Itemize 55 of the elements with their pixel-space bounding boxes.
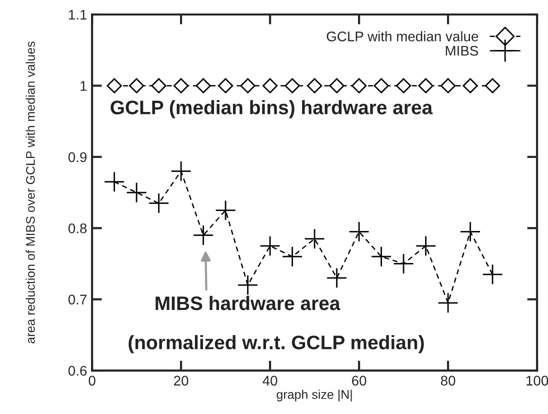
y-tick-label: 1	[80, 81, 87, 91]
point	[192, 224, 214, 246]
point	[104, 171, 125, 192]
x-tick-label: 40	[262, 376, 278, 386]
point	[196, 78, 211, 94]
point	[348, 221, 370, 242]
point	[282, 246, 303, 268]
point	[306, 78, 322, 94]
point	[415, 236, 436, 256]
point	[482, 264, 503, 285]
point	[326, 268, 348, 288]
y-tick-label: 1.1	[68, 10, 87, 20]
x-tick-label: 80	[440, 376, 456, 386]
point	[240, 78, 256, 94]
point	[215, 200, 236, 221]
point	[284, 78, 300, 94]
x-tick-label: 20	[174, 376, 188, 386]
x-tick-label: 60	[352, 376, 366, 386]
point	[418, 78, 434, 94]
y-tick-label: 0.6	[68, 366, 87, 376]
point	[218, 78, 234, 94]
point	[438, 292, 458, 314]
point	[128, 78, 144, 94]
legend-label: MIBS	[446, 46, 478, 56]
point	[370, 246, 392, 268]
point	[260, 236, 280, 256]
legend-label: GCLP with median value	[326, 31, 478, 42]
annotation: GCLP (median bins) hardware area	[110, 100, 433, 118]
point	[396, 78, 412, 94]
point	[173, 78, 189, 94]
point	[237, 274, 258, 296]
x-tick-label: 100	[526, 376, 548, 386]
point	[151, 78, 166, 94]
point	[440, 78, 456, 94]
point	[374, 78, 389, 94]
point	[170, 160, 192, 182]
point	[329, 78, 344, 94]
y-tick-label: 0.8	[68, 223, 87, 234]
point	[126, 182, 147, 203]
point	[393, 253, 414, 274]
point	[462, 78, 478, 94]
point	[484, 78, 500, 94]
point	[460, 221, 481, 242]
point	[262, 78, 278, 94]
x-tick-label: 0	[88, 376, 96, 386]
point	[304, 228, 325, 250]
y-tick-label: 0.9	[68, 152, 87, 162]
point	[351, 78, 367, 94]
point	[148, 192, 170, 214]
x-axis-title: graph size |N|	[276, 390, 352, 402]
annotation: (normalized w.r.t. GCLP median)	[128, 335, 424, 354]
y-axis-title: area reduction of MIBS over GCLP with median values	[26, 42, 35, 344]
y-tick-label: 0.7	[68, 294, 87, 304]
annotation: MIBS hardware area	[156, 296, 340, 310]
point	[106, 78, 122, 94]
